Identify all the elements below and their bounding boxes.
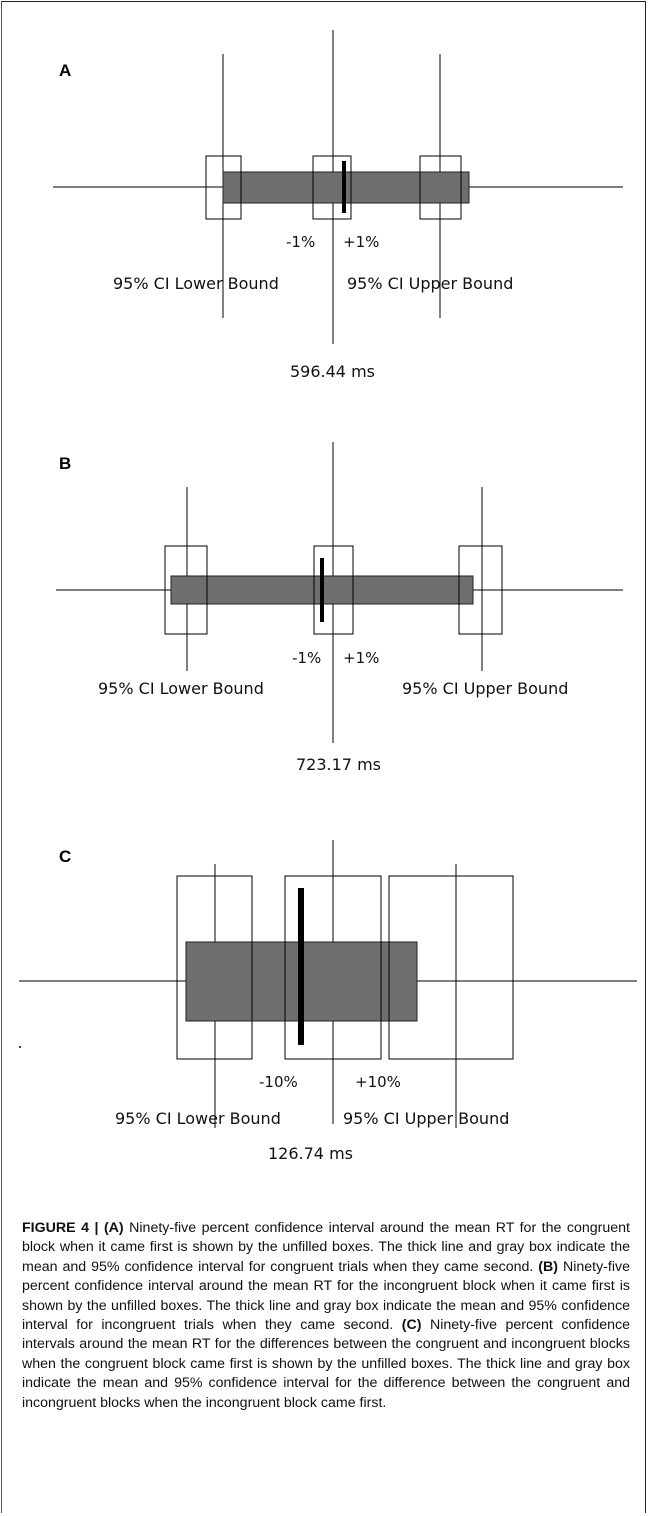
panel-c-minus-label: -10% — [259, 1073, 298, 1091]
stray-dot — [19, 1046, 21, 1048]
caption-b-text: Ninety-five percent confidence interval … — [22, 1258, 630, 1334]
panel-c-label: C — [59, 847, 71, 866]
panel-a-lower-box — [205, 155, 242, 220]
panel-a-mean-box — [312, 155, 352, 220]
panel-a-value-label: 596.44 ms — [290, 362, 375, 381]
panel-c-upper-box — [388, 875, 514, 1060]
panel-b-lower-box — [164, 545, 208, 635]
figure-diagram: A -1% +1% 95% CI Lower Bound 95% CI Uppe… — [19, 30, 637, 1163]
caption-c-label: (C) — [401, 1317, 422, 1334]
panel-c-plus-label: +10% — [355, 1073, 401, 1091]
panel-b-value-label: 723.17 ms — [296, 755, 381, 774]
panel-b-upper-bound-label: 95% CI Upper Bound — [402, 679, 568, 698]
panel-b-lower-bound-label: 95% CI Lower Bound — [98, 679, 264, 698]
caption-a-label: (A) — [103, 1220, 124, 1236]
figure-caption: FIGURE 4 | (A) Ninety-five percent confi… — [22, 1219, 630, 1413]
panel-b-mean-box — [313, 545, 354, 635]
panel-c-lower-bound-label: 95% CI Lower Bound — [115, 1109, 281, 1128]
panel-c-upper-bound-label: 95% CI Upper Bound — [343, 1109, 509, 1128]
panel-c-value-label: 126.74 ms — [268, 1144, 353, 1163]
panel-a-upper-bound-label: 95% CI Upper Bound — [347, 274, 513, 293]
caption-c-text: Ninety-five percent confidence intervals… — [22, 1317, 631, 1411]
caption-a-text: Ninety-five percent confidence interval … — [22, 1220, 630, 1275]
panel-a-minus-label: -1% — [286, 233, 315, 251]
panel-b: B -1% +1% 95% CI Lower Bound 95% CI Uppe… — [56, 442, 623, 774]
panel-c-lower-box — [176, 875, 253, 1060]
panel-a-lower-bound-label: 95% CI Lower Bound — [113, 274, 279, 293]
panel-a-plus-label: +1% — [343, 233, 379, 251]
panel-a-upper-box — [419, 155, 462, 220]
caption-figure-label: FIGURE 4 | — [22, 1220, 99, 1236]
panel-b-upper-box — [458, 545, 503, 635]
panel-b-minus-label: -1% — [292, 649, 321, 667]
panel-b-label: B — [59, 454, 71, 473]
panel-a-label: A — [59, 61, 71, 80]
panel-b-plus-label: +1% — [343, 649, 379, 667]
caption-b-label: (B) — [538, 1258, 558, 1275]
panel-a: A -1% +1% 95% CI Lower Bound 95% CI Uppe… — [53, 30, 623, 381]
panel-c-mean-box — [284, 875, 382, 1060]
panel-c: C -10% +10% 95% CI Lower Bound 95% CI Up… — [19, 840, 637, 1163]
